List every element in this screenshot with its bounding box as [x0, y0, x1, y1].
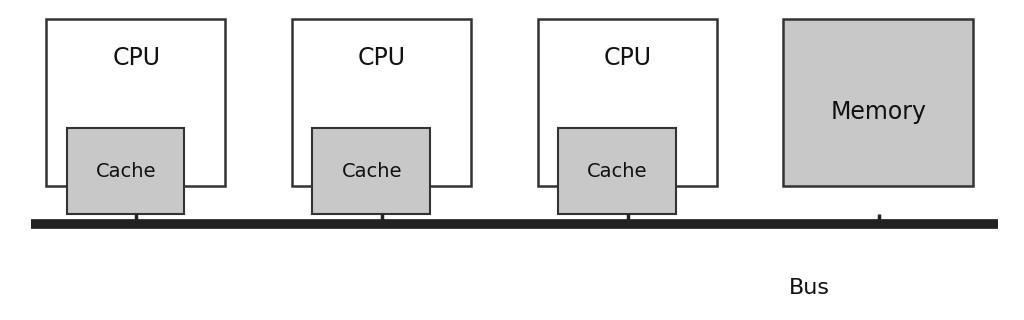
- Bar: [312, 128, 430, 214]
- Bar: [67, 128, 184, 214]
- Bar: [538, 19, 717, 186]
- Text: CPU: CPU: [604, 46, 651, 70]
- Text: Memory: Memory: [830, 100, 927, 124]
- Text: CPU: CPU: [113, 46, 160, 70]
- Text: CPU: CPU: [358, 46, 406, 70]
- Bar: [558, 128, 676, 214]
- Bar: [292, 19, 471, 186]
- Text: Cache: Cache: [341, 162, 402, 181]
- Bar: [783, 19, 973, 186]
- Text: Bus: Bus: [788, 278, 829, 298]
- Text: Cache: Cache: [587, 162, 648, 181]
- Bar: [46, 19, 225, 186]
- Text: Cache: Cache: [95, 162, 157, 181]
